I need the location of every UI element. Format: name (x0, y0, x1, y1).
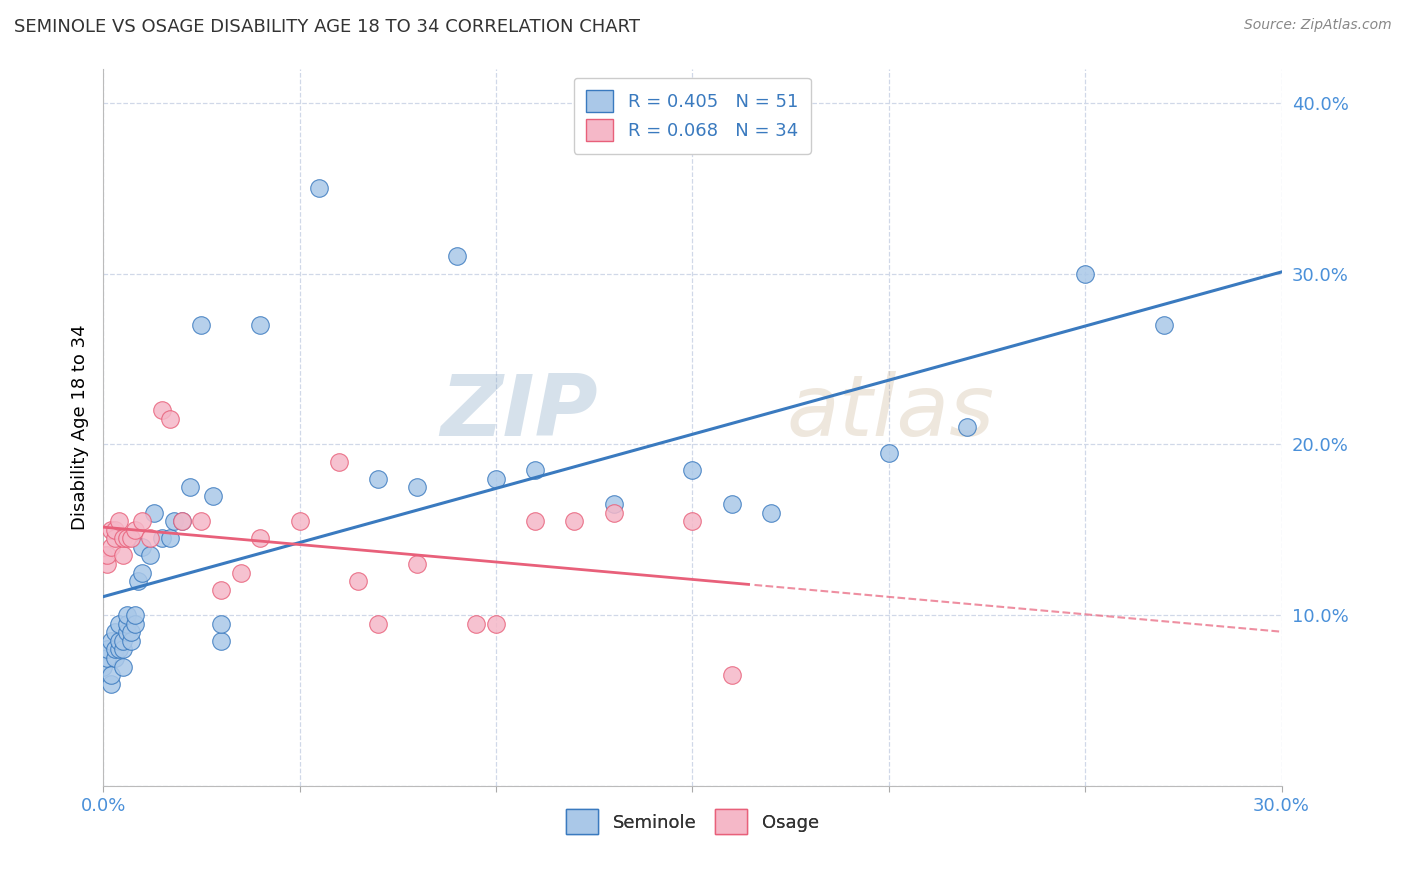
Point (249, 532, 271, 546)
Point (347, 574, 370, 588)
Point (446, 250, 468, 264)
Point (120, 634, 142, 648)
Point (104, 625, 127, 640)
Point (603, 497, 626, 511)
Point (150, 403, 173, 417)
Point (139, 549, 162, 563)
Point (681, 514, 703, 528)
Point (104, 523, 127, 537)
Point (131, 540, 153, 554)
Point (104, 642, 127, 657)
Text: ZIP: ZIP (440, 371, 598, 455)
Point (96, 651, 118, 665)
Point (111, 549, 134, 563)
Point (115, 625, 138, 640)
Point (100, 540, 122, 554)
Point (111, 634, 134, 648)
Point (111, 659, 134, 673)
Point (120, 532, 142, 546)
Point (956, 420, 979, 434)
Point (131, 566, 153, 580)
Point (120, 625, 142, 640)
Point (96, 549, 118, 563)
Point (288, 514, 311, 528)
Point (179, 480, 201, 494)
Point (877, 446, 900, 460)
Point (108, 514, 131, 528)
Point (150, 532, 173, 546)
Point (143, 506, 166, 520)
Point (202, 489, 225, 503)
Point (108, 642, 131, 657)
Point (91, 549, 114, 563)
Point (209, 616, 232, 631)
Point (124, 608, 146, 623)
Point (163, 514, 186, 528)
Point (720, 668, 742, 682)
Point (209, 582, 232, 597)
Point (190, 514, 212, 528)
Point (127, 574, 149, 588)
Point (104, 651, 127, 665)
Point (249, 318, 271, 332)
Point (124, 523, 146, 537)
Text: atlas: atlas (786, 371, 994, 455)
Point (1153, 318, 1175, 332)
Point (100, 523, 122, 537)
Point (170, 514, 193, 528)
Text: SEMINOLE VS OSAGE DISABILITY AGE 18 TO 34 CORRELATION CHART: SEMINOLE VS OSAGE DISABILITY AGE 18 TO 3… (14, 18, 640, 36)
Point (406, 557, 429, 571)
Point (367, 472, 389, 486)
Point (406, 480, 429, 494)
Point (465, 616, 488, 631)
Point (603, 506, 626, 520)
Point (1074, 267, 1097, 281)
Point (308, 181, 330, 195)
Point (170, 514, 193, 528)
Point (96, 642, 118, 657)
Point (111, 642, 134, 657)
Point (681, 463, 703, 477)
Point (524, 463, 547, 477)
Point (564, 514, 586, 528)
Point (328, 454, 350, 468)
Point (139, 532, 162, 546)
Point (115, 532, 138, 546)
Text: Source: ZipAtlas.com: Source: ZipAtlas.com (1244, 18, 1392, 32)
Point (209, 634, 232, 648)
Point (104, 532, 127, 546)
Point (115, 608, 138, 623)
Point (759, 506, 782, 520)
Point (100, 676, 122, 690)
Point (111, 532, 134, 546)
Point (131, 514, 153, 528)
Point (485, 616, 508, 631)
Y-axis label: Disability Age 18 to 34: Disability Age 18 to 34 (72, 325, 89, 530)
Point (100, 634, 122, 648)
Point (190, 318, 212, 332)
Point (100, 668, 122, 682)
Point (124, 616, 146, 631)
Point (229, 566, 252, 580)
Legend: Seminole, Osage: Seminole, Osage (558, 802, 825, 842)
Point (159, 411, 181, 425)
Point (367, 616, 389, 631)
Point (159, 532, 181, 546)
Point (524, 514, 547, 528)
Point (91, 659, 114, 673)
Point (720, 497, 742, 511)
Point (108, 616, 131, 631)
Point (115, 616, 138, 631)
Point (96, 557, 118, 571)
Point (108, 634, 131, 648)
Point (485, 472, 508, 486)
